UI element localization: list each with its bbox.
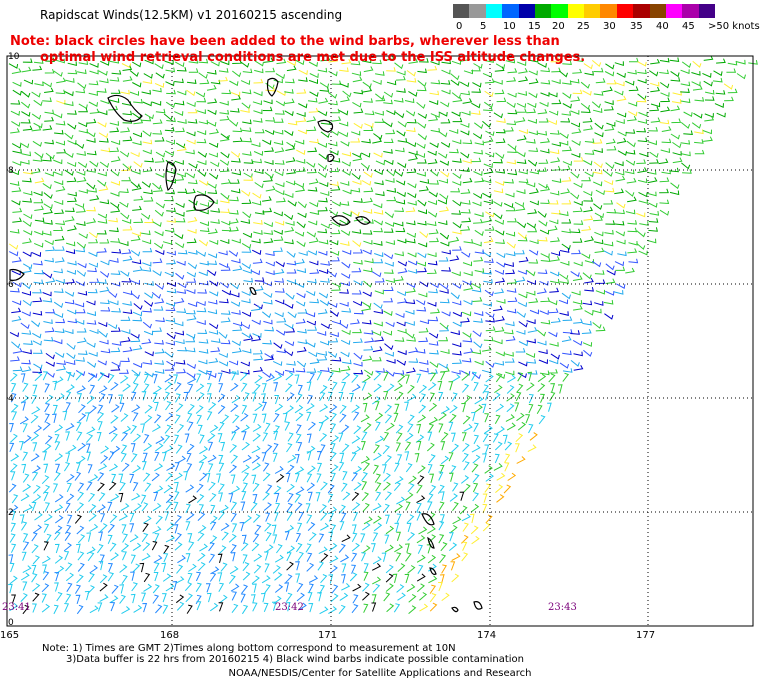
map-frame [6,55,754,627]
scale-label-50: >50 knots [708,21,760,32]
scale-swatch [600,4,617,18]
wind-speed-scale-labels: 0 5 10 15 20 25 30 35 40 45 >50 knots [453,21,760,35]
map-title: Rapidscat Winds(12.5KM) v1 20160215 asce… [40,8,343,22]
time-label-3: 23:43 [548,602,577,613]
time-label-2: 23:42 [275,602,304,613]
scale-swatch [534,4,552,18]
scale-label-10: 10 [503,21,516,32]
scale-swatch [649,4,666,18]
lon-label-174: 174 [477,630,497,641]
grid-lines [7,56,753,626]
scale-swatch [698,4,715,18]
scale-swatch [665,4,683,18]
scale-swatch [469,4,486,18]
bottom-note-line2: 3)Data buffer is 22 hrs from 20160215 4)… [66,654,524,665]
altitude-note-line1: Note: black circles have been added to t… [10,34,560,49]
scale-swatch [485,4,503,18]
scale-label-35: 35 [630,21,643,32]
scale-label-0: 0 [456,21,463,32]
altitude-note: Note: black circles have been added to t… [10,34,585,66]
lat-label-0: 0 [8,618,14,628]
island-outlines [9,77,483,613]
lat-label-4: 4 [8,394,14,404]
scale-label-20: 20 [552,21,565,32]
lat-label-8: 8 [8,166,14,176]
scale-label-30: 30 [603,21,616,32]
scale-swatch [616,4,634,18]
scale-label-15: 15 [528,21,541,32]
lon-label-168: 168 [160,630,180,641]
lon-label-171: 171 [318,630,338,641]
wind-barbs [8,55,758,615]
scale-label-5: 5 [480,21,487,32]
lon-label-165: 165 [0,630,20,641]
scale-swatch [633,4,650,18]
lon-label-177: 177 [636,630,656,641]
scale-swatch [518,4,535,18]
scale-label-45: 45 [682,21,695,32]
lat-label-10: 10 [8,52,20,62]
scale-swatch [682,4,699,18]
scale-label-40: 40 [656,21,669,32]
altitude-note-line2: optimal wind retrieval conditions are me… [40,50,586,65]
lat-label-2: 2 [8,508,14,518]
scale-swatch [453,4,470,18]
scale-swatch [502,4,519,18]
scale-swatch [551,4,568,18]
bottom-note-line1: Note: 1) Times are GMT 2)Times along bot… [42,643,456,654]
wind-speed-color-scale [453,4,715,18]
scale-swatch [567,4,584,18]
credit-line: NOAA/NESDIS/Center for Satellite Applica… [228,668,532,679]
scale-swatch [584,4,601,18]
time-label-1: 23:41 [2,602,31,613]
lat-label-6: 6 [8,280,14,290]
bottom-note: Note: 1) Times are GMT 2)Times along bot… [42,643,524,665]
scale-label-25: 25 [577,21,590,32]
